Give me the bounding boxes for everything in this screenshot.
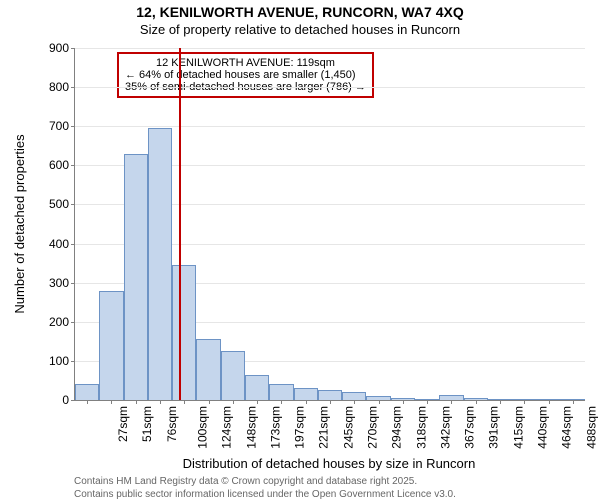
- x-tick-label: 318sqm: [414, 406, 428, 449]
- y-tick-mark: [71, 322, 75, 323]
- annotation-box: 12 KENILWORTH AVENUE: 119sqm← 64% of det…: [117, 52, 374, 98]
- x-tick-mark: [476, 400, 477, 404]
- x-tick-mark: [524, 400, 525, 404]
- annotation-line: 12 KENILWORTH AVENUE: 119sqm: [125, 57, 366, 69]
- x-tick-mark: [111, 400, 112, 404]
- histogram-bar: [342, 392, 366, 400]
- x-tick-mark: [136, 400, 137, 404]
- histogram-bar: [221, 351, 245, 400]
- x-tick-mark: [451, 400, 452, 404]
- x-tick-label: 197sqm: [293, 406, 307, 449]
- histogram-bar: [196, 339, 220, 400]
- gridline-h: [75, 87, 585, 88]
- y-tick-mark: [71, 400, 75, 401]
- x-tick-mark: [427, 400, 428, 404]
- x-tick-mark: [257, 400, 258, 404]
- y-tick-label: 800: [49, 80, 69, 94]
- histogram-bar: [172, 265, 196, 400]
- x-tick-mark: [403, 400, 404, 404]
- histogram-bar: [99, 291, 123, 400]
- histogram-bar: [75, 384, 99, 400]
- x-tick-mark: [209, 400, 210, 404]
- x-tick-label: 27sqm: [116, 406, 130, 442]
- x-tick-label: 124sqm: [220, 406, 234, 449]
- x-axis-title: Distribution of detached houses by size …: [74, 456, 584, 471]
- x-tick-label: 270sqm: [366, 406, 380, 449]
- annotation-line: ← 64% of detached houses are smaller (1,…: [125, 69, 366, 81]
- x-tick-label: 464sqm: [560, 406, 574, 449]
- x-tick-label: 294sqm: [390, 406, 404, 449]
- y-tick-label: 900: [49, 41, 69, 55]
- x-tick-mark: [330, 400, 331, 404]
- y-tick-label: 200: [49, 315, 69, 329]
- y-tick-label: 700: [49, 119, 69, 133]
- histogram-bar: [148, 128, 172, 400]
- x-tick-mark: [184, 400, 185, 404]
- x-tick-label: 415sqm: [511, 406, 525, 449]
- footer-line-1: Contains HM Land Registry data © Crown c…: [74, 476, 417, 489]
- y-tick-mark: [71, 126, 75, 127]
- histogram-bar: [318, 390, 342, 400]
- x-tick-mark: [573, 400, 574, 404]
- histogram-bar: [294, 388, 318, 400]
- y-tick-label: 0: [62, 393, 69, 407]
- x-tick-mark: [500, 400, 501, 404]
- y-tick-label: 100: [49, 354, 69, 368]
- y-tick-label: 300: [49, 276, 69, 290]
- y-tick-mark: [71, 361, 75, 362]
- marker-vertical-line: [179, 48, 181, 400]
- histogram-bar: [124, 154, 148, 400]
- x-tick-label: 221sqm: [317, 406, 331, 449]
- x-tick-mark: [354, 400, 355, 404]
- x-tick-mark: [160, 400, 161, 404]
- x-tick-label: 488sqm: [584, 406, 598, 449]
- y-tick-mark: [71, 165, 75, 166]
- x-tick-mark: [306, 400, 307, 404]
- chart-subtitle: Size of property relative to detached ho…: [0, 22, 600, 37]
- y-tick-label: 400: [49, 237, 69, 251]
- x-tick-label: 100sqm: [196, 406, 210, 449]
- chart-title: 12, KENILWORTH AVENUE, RUNCORN, WA7 4XQ: [0, 4, 600, 20]
- x-tick-label: 148sqm: [244, 406, 258, 449]
- x-tick-mark: [379, 400, 380, 404]
- y-tick-label: 600: [49, 158, 69, 172]
- y-tick-mark: [71, 87, 75, 88]
- x-tick-label: 342sqm: [439, 406, 453, 449]
- gridline-h: [75, 126, 585, 127]
- x-tick-label: 440sqm: [536, 406, 550, 449]
- y-tick-mark: [71, 48, 75, 49]
- chart-plot-area: Number of detached properties 12 KENILWO…: [74, 48, 585, 401]
- y-tick-label: 500: [49, 197, 69, 211]
- x-tick-mark: [233, 400, 234, 404]
- x-tick-mark: [87, 400, 88, 404]
- y-tick-mark: [71, 283, 75, 284]
- y-axis-title: Number of detached properties: [12, 134, 27, 313]
- x-tick-mark: [281, 400, 282, 404]
- histogram-bar: [269, 384, 293, 400]
- x-tick-label: 391sqm: [487, 406, 501, 449]
- x-tick-label: 367sqm: [463, 406, 477, 449]
- x-tick-label: 173sqm: [269, 406, 283, 449]
- x-tick-label: 245sqm: [341, 406, 355, 449]
- histogram-bar: [245, 375, 269, 400]
- x-tick-mark: [549, 400, 550, 404]
- footer-line-2: Contains public sector information licen…: [74, 489, 456, 500]
- y-tick-mark: [71, 244, 75, 245]
- x-tick-label: 76sqm: [165, 406, 179, 442]
- x-tick-label: 51sqm: [140, 406, 154, 442]
- y-tick-mark: [71, 204, 75, 205]
- gridline-h: [75, 48, 585, 49]
